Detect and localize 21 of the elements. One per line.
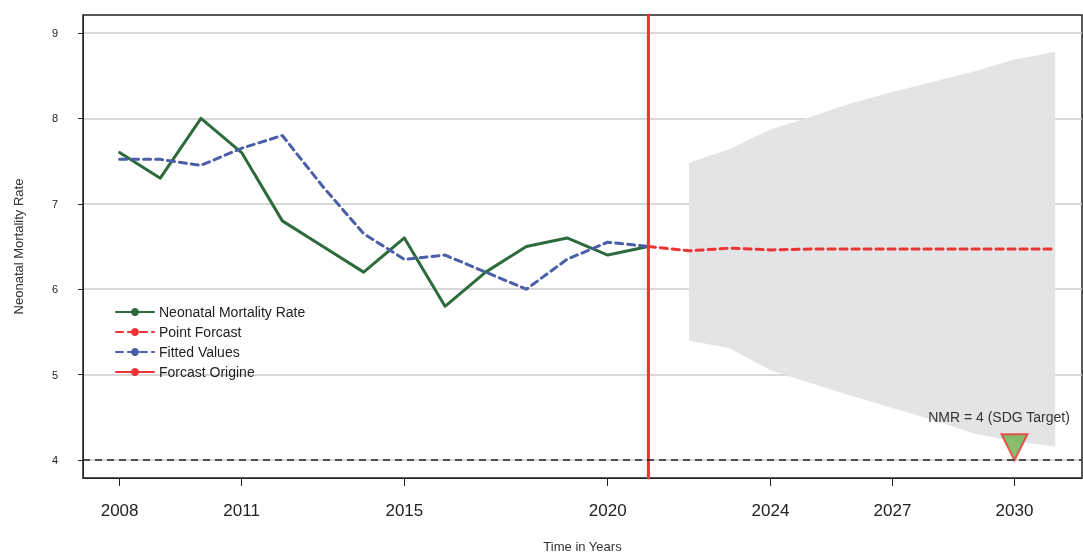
x-tick-label: 2030 (995, 501, 1034, 520)
y-tick-label: 6 (51, 283, 58, 296)
x-axis-title: Time in Years (543, 539, 623, 554)
x-tick-label: 2020 (588, 501, 627, 520)
line-series (118, 133, 650, 291)
legend-label: Neonatal Mortality Rate (159, 304, 306, 320)
y-tick-label: 9 (51, 26, 58, 39)
x-tick-label: 2011 (223, 501, 260, 520)
x-tick-label: 2027 (873, 501, 912, 520)
y-tick-label: 4 (51, 454, 58, 467)
legend-label: Fitted Values (159, 344, 240, 360)
y-tick-label: 8 (51, 112, 58, 125)
y-tick-label: 7 (51, 197, 58, 210)
legend-label: Point Forcast (159, 324, 242, 340)
x-tick-label: 2015 (385, 501, 424, 520)
y-tick-label: 5 (51, 368, 58, 381)
y-axis-title: Neonatal Mortality Rate (11, 178, 26, 315)
legend-label: Forcast Origine (159, 364, 255, 380)
x-tick-label: 2008 (100, 501, 139, 520)
x-tick-label: 2024 (751, 501, 790, 520)
annotation: NMR = 4 (SDG Target) (928, 409, 1070, 426)
